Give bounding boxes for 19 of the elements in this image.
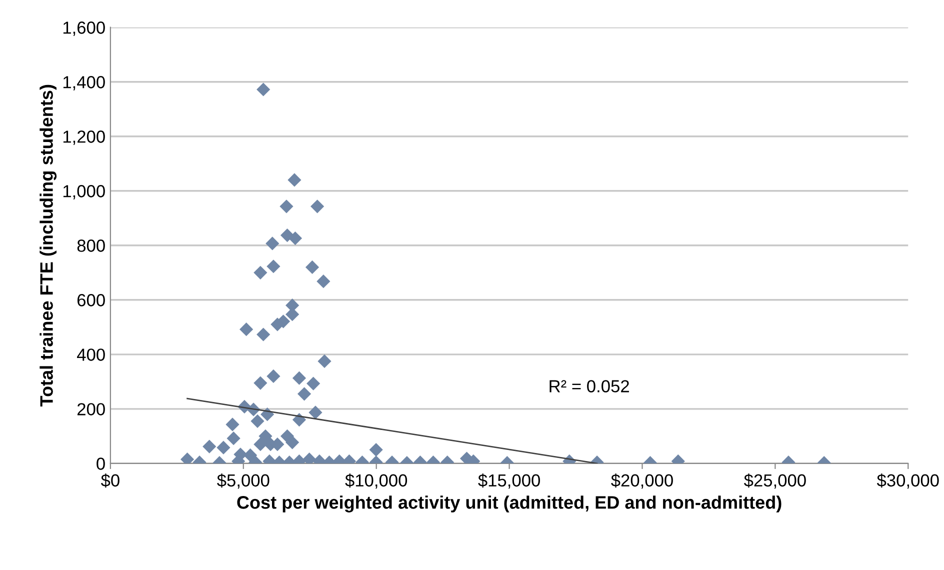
x-tick-label: $0 bbox=[100, 474, 120, 488]
x-tick-label: $25,000 bbox=[744, 474, 806, 489]
y-tick-label: 400 bbox=[77, 348, 105, 361]
y-tick-label: 0 bbox=[96, 458, 105, 470]
y-tick-label: 1,000 bbox=[63, 185, 105, 200]
x-tick-label: $5,000 bbox=[217, 474, 270, 489]
x-tick-label: $10,000 bbox=[345, 474, 408, 489]
x-tick-label: $30,000 bbox=[876, 474, 939, 489]
y-tick-label: 200 bbox=[77, 403, 105, 416]
x-axis-title: Cost per weighted activity unit (admitted, ED and non-admitted) bbox=[237, 496, 782, 512]
y-tick-label: 1,200 bbox=[63, 130, 105, 145]
y-tick-label: 600 bbox=[78, 294, 105, 306]
y-axis-title: Total trainee FTE (including students) bbox=[40, 84, 57, 407]
x-tick-label: $20,000 bbox=[611, 474, 673, 489]
y-tick-label: 1,600 bbox=[63, 22, 105, 36]
x-tick-label: $15,000 bbox=[478, 474, 540, 489]
y-tick-label: 1,400 bbox=[63, 76, 105, 90]
annotation: R² = 0.052 bbox=[550, 380, 629, 392]
y-tick-label: 800 bbox=[77, 240, 105, 252]
